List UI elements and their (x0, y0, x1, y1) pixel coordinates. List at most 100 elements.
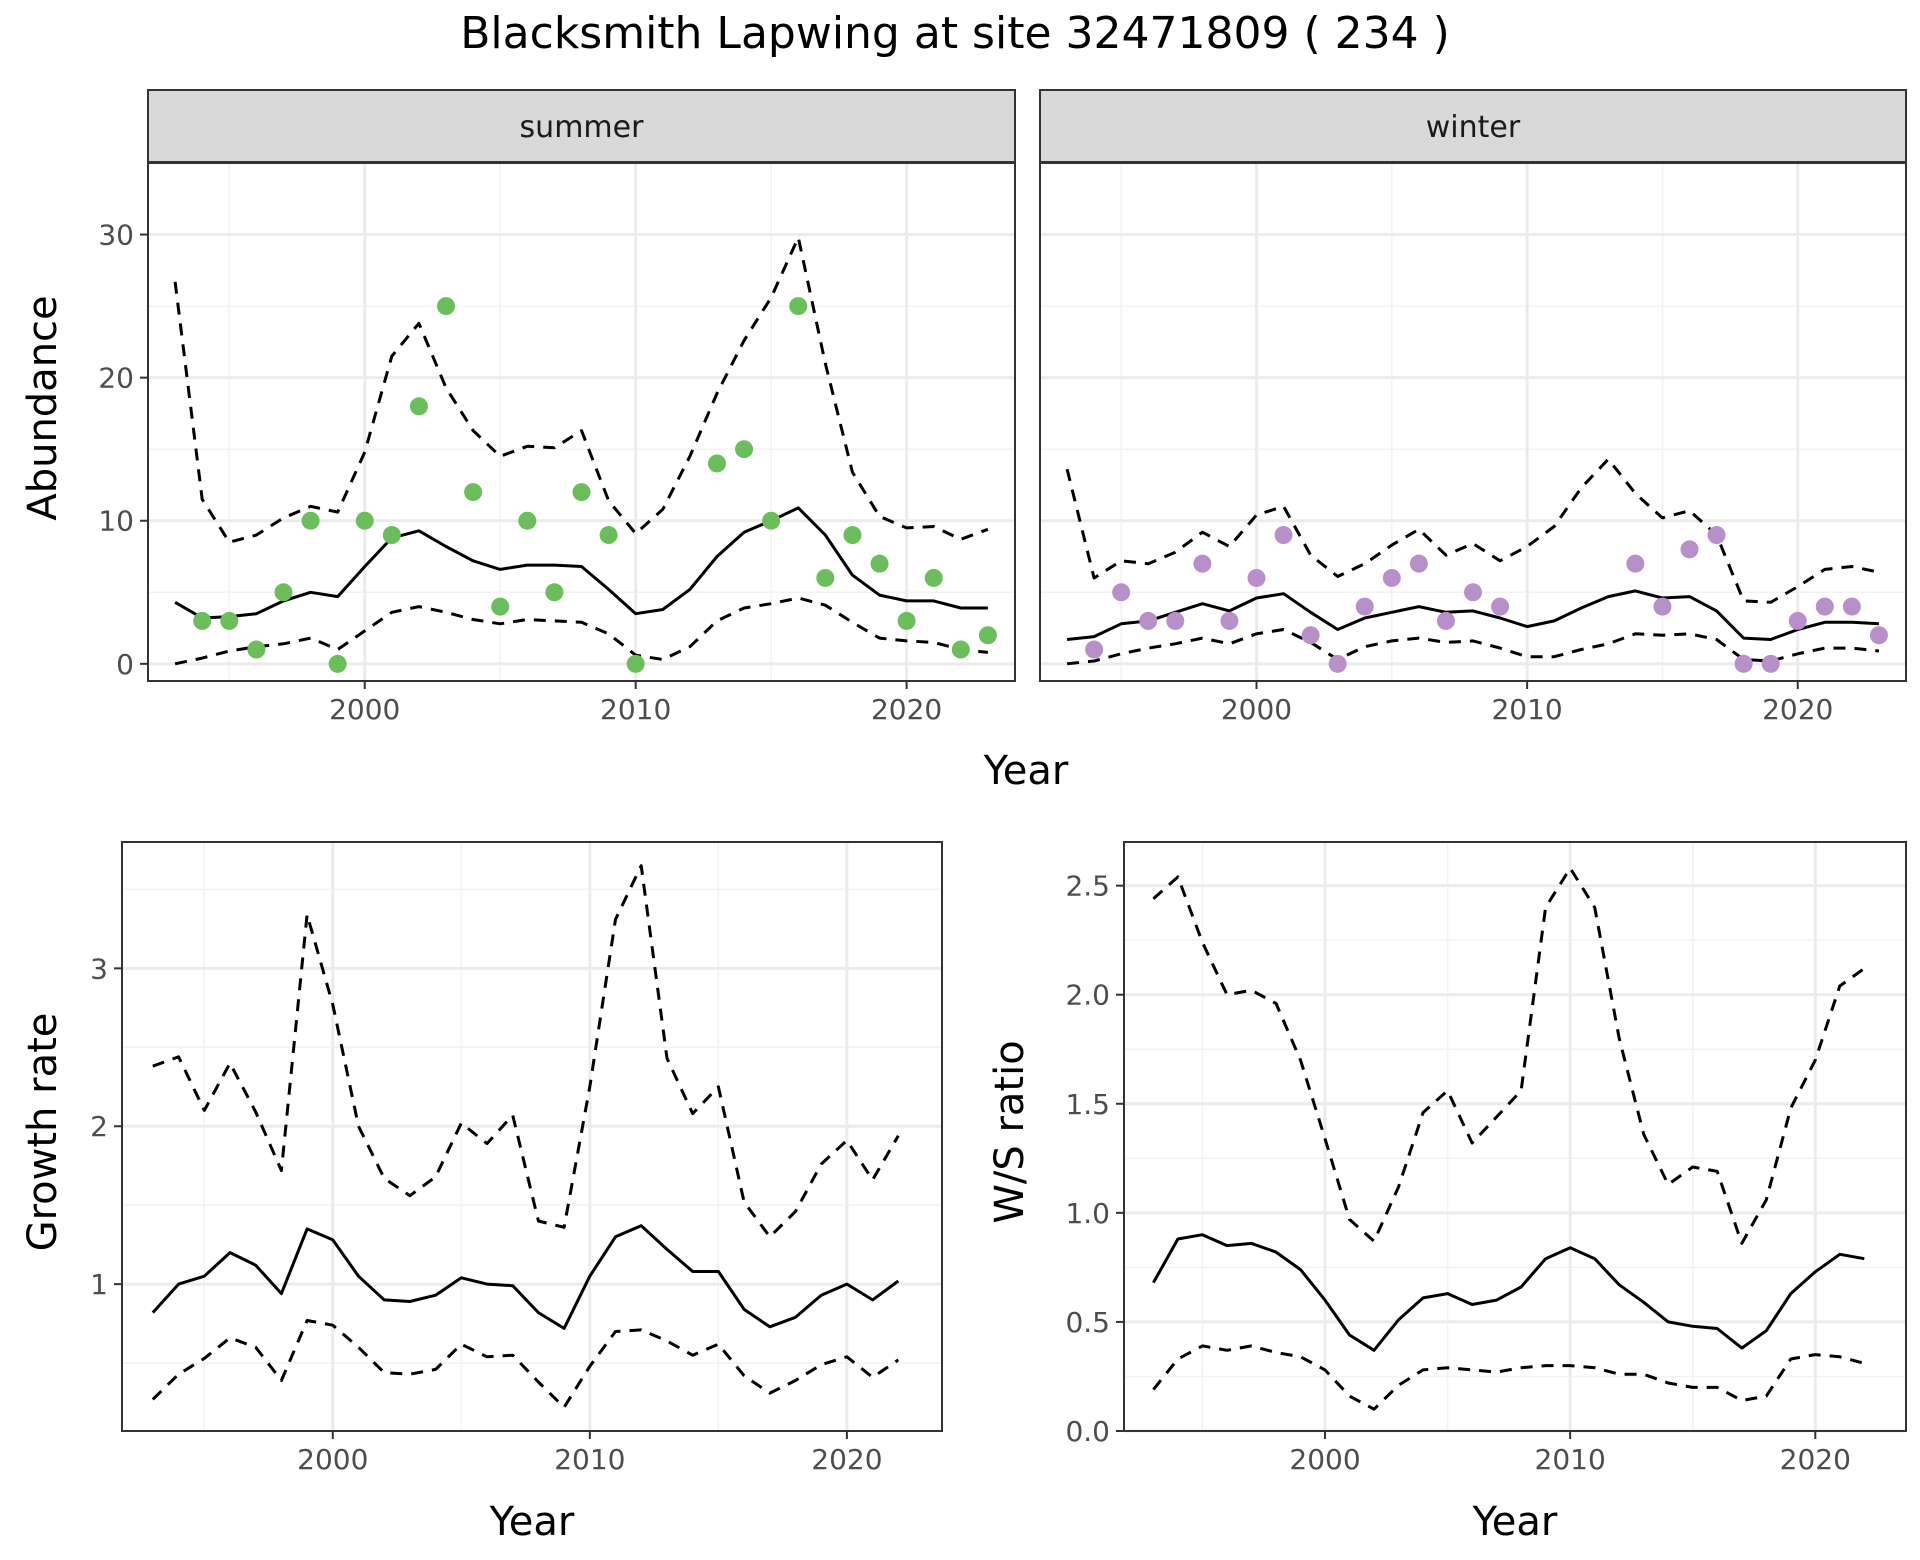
facet-label-summer: summer (520, 110, 645, 145)
data-point (762, 511, 781, 530)
facet-strip-summer (147, 89, 1016, 163)
x-tick-label: 2000 (329, 693, 400, 726)
data-point (816, 568, 835, 587)
series-lower-line (1066, 628, 1880, 666)
series-upper-line (152, 864, 900, 1239)
data-point (1382, 568, 1401, 587)
y-tick-label: 1.5 (1065, 1088, 1110, 1121)
y-tick-label: 2.5 (1065, 870, 1110, 903)
y-axis-title-abundance: Abundance (20, 295, 66, 520)
data-point (951, 640, 970, 659)
data-point (1869, 626, 1888, 645)
y-tick-label: 20 (98, 362, 134, 395)
data-point (843, 526, 862, 545)
data-point (1301, 626, 1320, 645)
y-tick-label: 0 (116, 648, 134, 681)
data-point (382, 526, 401, 545)
y-tick-label: 3 (90, 952, 108, 985)
panel-winter: winter 2000 2010 2020 (1039, 89, 1907, 726)
data-point (1707, 526, 1726, 545)
panel-ws-ratio: 2000 2010 2020 0.0 0.5 1.0 1.5 2.0 2.5 Year W/S … (987, 841, 1907, 1545)
data-point (572, 483, 591, 502)
data-point (1761, 654, 1780, 673)
data-point (545, 583, 564, 602)
plot-ws-ratio: 2000 2010 2020 0.0 0.5 1.0 1.5 2.0 2.5 (1065, 841, 1907, 1476)
x-tick-label: 2000 (1221, 693, 1292, 726)
x-axis-title-ratio: Year (1472, 1499, 1558, 1545)
panel-summer: summer 2000 2010 2020 0 10 20 30 (98, 89, 1016, 726)
y-tick-label: 2.0 (1065, 979, 1110, 1012)
data-point (274, 583, 293, 602)
facet-strip-winter (1039, 89, 1907, 163)
data-point (1464, 583, 1482, 602)
data-point (355, 511, 374, 530)
series-mean-line (1152, 1233, 1865, 1352)
data-point (1436, 611, 1455, 630)
data-point (1815, 597, 1834, 616)
data-point (491, 597, 510, 616)
data-point (1328, 654, 1347, 673)
data-point (437, 297, 456, 316)
y-tick-label: 1.0 (1065, 1197, 1110, 1230)
data-point (789, 297, 808, 316)
data-point (978, 626, 997, 645)
x-axis-title-growth: Year (489, 1499, 575, 1545)
plot-background (1124, 842, 1906, 1431)
data-point (924, 568, 943, 587)
x-tick-label: 2020 (871, 693, 942, 726)
plot-background (122, 842, 942, 1431)
y-tick-label: 0.0 (1065, 1415, 1110, 1448)
data-point (220, 611, 239, 630)
data-point (247, 640, 266, 659)
plot-summer: 2000 2010 2020 0 10 20 30 (98, 162, 1016, 726)
series-lower-line (1152, 1344, 1865, 1411)
panel-border (121, 841, 943, 1432)
data-point (464, 483, 483, 502)
x-tick-label: 2020 (1762, 693, 1833, 726)
data-point (1085, 640, 1104, 659)
data-point (1220, 611, 1239, 630)
data-point (1788, 611, 1807, 630)
y-tick-label: 2 (90, 1110, 108, 1143)
data-point (1680, 540, 1699, 559)
series-lower-line (174, 596, 989, 666)
data-point (1491, 597, 1510, 616)
plot-winter: 2000 2010 2020 (1039, 162, 1907, 726)
data-point (897, 611, 916, 630)
data-point (518, 511, 537, 530)
data-point (301, 511, 320, 530)
series-mean-line (174, 506, 988, 620)
data-point (1409, 554, 1428, 573)
series-upper-line (1152, 866, 1866, 1245)
data-point (1139, 611, 1158, 630)
y-axis-title-growth: Growth rate (20, 1013, 66, 1252)
data-point (1734, 654, 1753, 673)
y-axis-title-ratio: W/S ratio (987, 1040, 1033, 1223)
panel-border (147, 162, 1016, 682)
y-tick-label: 30 (98, 219, 134, 252)
x-tick-label: 2000 (297, 1443, 368, 1476)
data-point (626, 654, 645, 673)
series-lower-line (151, 1319, 900, 1409)
data-point (1653, 597, 1672, 616)
chart-title: Blacksmith Lapwing at site 32471809 ( 23… (460, 8, 1449, 59)
x-tick-label: 2000 (1289, 1443, 1360, 1476)
x-axis-title-top: Year (983, 748, 1069, 794)
plot-background (148, 163, 1015, 681)
plot-growth-rate: 2000 2010 2020 1 2 3 (90, 841, 943, 1476)
plot-background (1040, 163, 1906, 681)
facet-label-winter: winter (1426, 110, 1521, 145)
data-point (193, 611, 212, 630)
data-point (735, 440, 754, 459)
data-point (1166, 611, 1185, 630)
panel-border (1123, 841, 1907, 1432)
series-upper-line (173, 235, 989, 544)
y-tick-label: 1 (90, 1268, 108, 1301)
data-point (1842, 597, 1861, 616)
data-point (1274, 526, 1293, 545)
series-upper-line (1065, 457, 1880, 604)
y-tick-label: 0.5 (1065, 1306, 1110, 1339)
data-point (409, 397, 428, 416)
series-mean-line (151, 1224, 900, 1330)
